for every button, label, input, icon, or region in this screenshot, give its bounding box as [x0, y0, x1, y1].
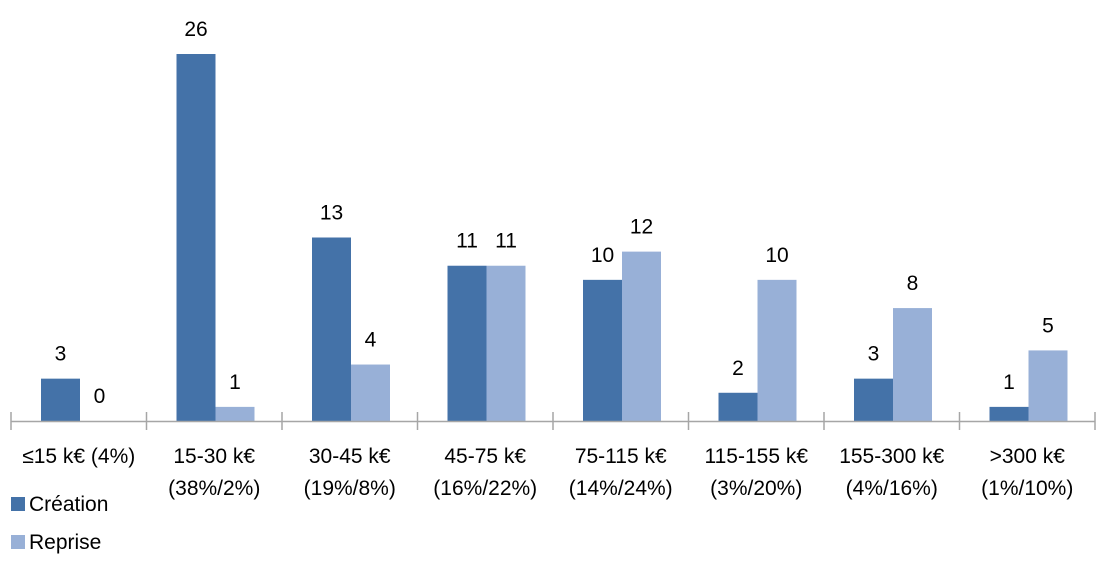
bar-reprise-3 [486, 265, 526, 421]
bar-creation-5 [718, 392, 758, 421]
x-tick-label-2: 30-45 k€ (19%/8%) [304, 445, 396, 500]
x-tick-label-0: ≤15 k€ (4%) [22, 445, 135, 468]
x-tick-label-1: 15-30 k€ (38%/2%) [168, 445, 260, 500]
bar-reprise-1 [215, 406, 255, 421]
value-label-creation-7: 1 [1003, 371, 1015, 394]
x-tick-labels: ≤15 k€ (4%) 15-30 k€ (38%/2%) 30-45 k€ (19%/… [22, 445, 1073, 500]
bar-reprise-5 [757, 279, 797, 421]
bar-creation-1 [176, 54, 216, 421]
x-tick-label-6: 155-300 k€ (4%/16%) [839, 445, 944, 500]
value-label-creation-2: 13 [320, 202, 343, 225]
value-label-creation-6: 3 [868, 343, 880, 366]
x-tick-label-7: >300 k€ (1%/10%) [981, 445, 1073, 500]
bar-reprise-7 [1028, 350, 1068, 421]
bar-creation-4 [583, 279, 622, 421]
bar-creation-7 [989, 406, 1029, 421]
value-label-creation-3: 11 [456, 230, 478, 253]
value-label-reprise-2: 4 [365, 329, 377, 352]
bar-reprise-2 [351, 364, 390, 421]
legend-swatch-creation [11, 497, 25, 511]
bar-creation-2 [312, 237, 351, 421]
legend-label-creation: Création [29, 493, 108, 516]
legend: Création Reprise [11, 493, 108, 554]
bars-group [41, 54, 1068, 421]
value-label-reprise-4: 12 [630, 216, 653, 239]
bar-reprise-6 [893, 308, 932, 421]
value-label-creation-0: 3 [55, 343, 67, 366]
value-label-reprise-5: 10 [765, 244, 788, 267]
x-tick-label-5: 115-155 k€ (3%/20%) [704, 445, 808, 500]
value-label-reprise-0: 0 [94, 385, 106, 408]
value-label-reprise-1: 1 [229, 371, 241, 394]
legend-swatch-reprise [11, 535, 25, 549]
x-tick-label-3: 45-75 k€ (16%/22%) [433, 445, 537, 500]
x-tick-label-4: 75-115 k€ (14%/24%) [569, 445, 673, 500]
value-label-reprise-3: 11 [495, 230, 517, 253]
x-axis [10, 412, 1096, 430]
bar-creation-6 [854, 378, 893, 421]
value-label-creation-1: 26 [184, 18, 207, 41]
bar-creation-0 [41, 378, 80, 421]
value-label-reprise-7: 5 [1042, 314, 1054, 337]
bar-creation-3 [447, 265, 487, 421]
bar-reprise-4 [622, 251, 661, 421]
legend-label-reprise: Reprise [29, 531, 101, 554]
value-label-creation-5: 2 [732, 357, 744, 380]
value-label-reprise-6: 8 [907, 272, 919, 295]
value-label-creation-4: 10 [591, 244, 614, 267]
